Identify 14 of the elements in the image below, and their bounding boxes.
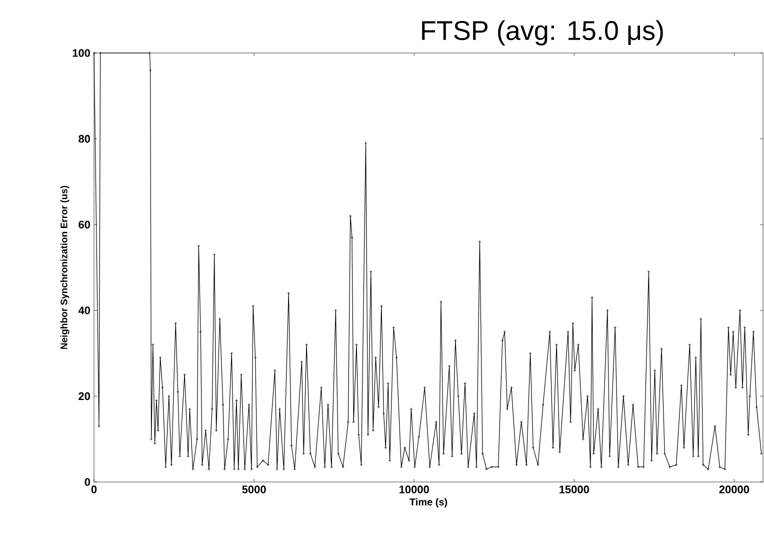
x-axis-title: Time (s)	[410, 498, 448, 508]
x-tick-label: 20000	[719, 486, 750, 494]
y-tick-label: 60	[78, 220, 90, 228]
x-tick-label: 15000	[560, 486, 589, 494]
x-tick-label: 0	[91, 486, 97, 494]
x-tick-label: 5000	[242, 486, 266, 494]
chart-title: FTSP (avg: 15.0 μs)	[422, 20, 663, 46]
y-tick-label: 0	[84, 478, 90, 486]
y-tick-label: 40	[78, 306, 90, 314]
y-tick-label: 100	[72, 49, 90, 57]
y-tick-label: 20	[78, 392, 90, 400]
y-tick-label: 80	[78, 134, 90, 143]
y-axis-title: Neighbor Synchronization Error (us)	[60, 186, 70, 349]
x-tick-label: 10000	[399, 486, 429, 494]
